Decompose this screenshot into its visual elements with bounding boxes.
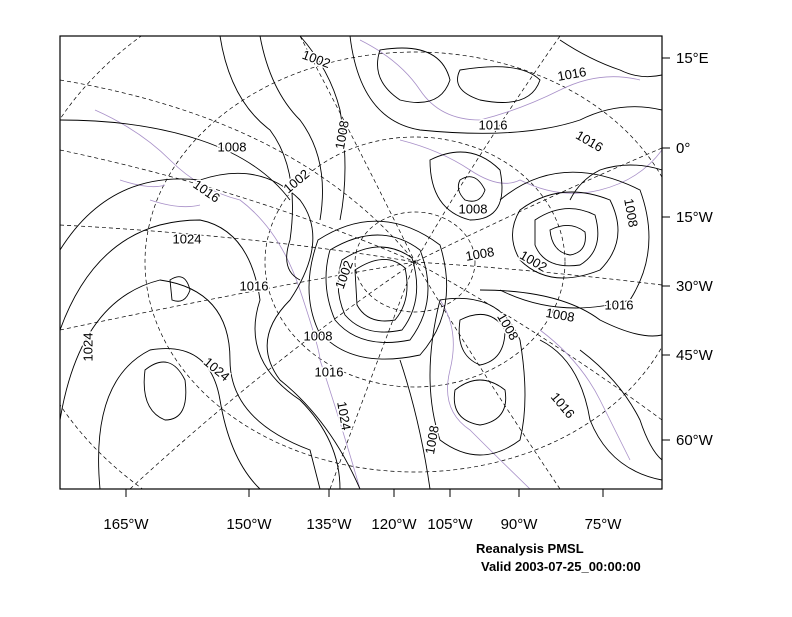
labels: 165°W 150°W 135°W 120°W 105°W 90°W 75°W 15°E 0° 1… [79, 46, 714, 574]
contour-label: 1008 [218, 139, 247, 154]
pressure-contours [60, 36, 662, 489]
y-tick-label: 15°W [676, 209, 714, 226]
contour-label: 1016 [190, 177, 222, 206]
contour-label: 1016 [479, 117, 508, 132]
contour-label: 1016 [573, 127, 606, 154]
title: Reanalysis PMSL [476, 541, 584, 556]
contour-label: 1016 [315, 364, 344, 379]
x-tick-label: 150°W [226, 516, 272, 533]
contour-label: 1016 [605, 297, 634, 312]
coastlines [94, 39, 662, 489]
y-tick-label: 0° [676, 140, 690, 157]
contour-label: 1008 [459, 201, 488, 216]
map-frame [59, 35, 663, 490]
contour-label: 1024 [80, 333, 95, 362]
contour-label: 1008 [422, 424, 442, 455]
contour-label: 1008 [494, 310, 521, 343]
map-layers [60, 36, 662, 489]
contour-label: 1002 [280, 166, 312, 196]
x-tick-label: 135°W [306, 516, 352, 533]
x-tick-label: 165°W [103, 516, 149, 533]
x-tick-label: 75°W [585, 516, 623, 533]
contour-label: 1008 [332, 119, 352, 150]
graticule [60, 36, 662, 489]
contour-label: 1024 [201, 354, 233, 384]
x-tick-label: 120°W [371, 516, 417, 533]
y-tick-label: 15°E [676, 50, 709, 67]
contour-label: 1008 [304, 328, 333, 343]
contour-label: 1016 [548, 389, 578, 421]
subtitle: Valid 2003-07-25_00:00:00 [481, 559, 641, 574]
contour-label: 1002 [332, 258, 356, 290]
contour-label: 1016 [240, 278, 269, 293]
contour-label: 1008 [545, 305, 576, 325]
contour-label: 1024 [334, 400, 354, 431]
contour-label: 1008 [464, 244, 495, 264]
contour-label: 1024 [173, 231, 202, 246]
y-tick-label: 45°W [676, 347, 714, 364]
contour-label: 1016 [556, 64, 587, 84]
y-tick-label: 60°W [676, 432, 714, 449]
contour-label: 1008 [621, 197, 641, 228]
y-tick-label: 30°W [676, 278, 714, 295]
x-tick-label: 90°W [501, 516, 539, 533]
x-tick-label: 105°W [427, 516, 473, 533]
